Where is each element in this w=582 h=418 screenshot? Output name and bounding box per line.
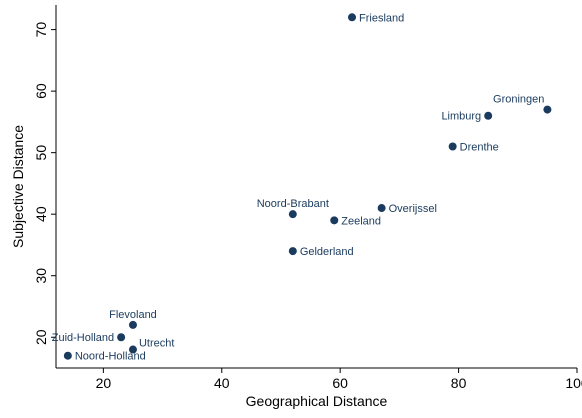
x-tick-label: 100 [565,375,582,391]
data-point-overijssel [377,204,386,213]
y-tick-label: 30 [33,268,49,284]
data-point-friesland [348,13,357,22]
data-point-noord-holland [63,351,72,360]
point-label-gelderland: Gelderland [300,246,354,258]
data-point-zeeland [330,216,339,225]
point-label-noord-brabant: Noord-Brabant [257,198,329,210]
data-point-gelderland [288,247,297,256]
point-label-overijssel: Overijssel [389,203,437,215]
data-point-limburg [484,111,493,120]
x-tick-label: 40 [214,375,230,391]
x-axis-title: Geographical Distance [246,393,388,409]
point-label-noord-holland: Noord-Holland [75,351,146,363]
data-point-utrecht [128,345,137,354]
x-tick-label: 60 [332,375,348,391]
marks: Friesland Groningen Limburg Drenthe Noord-Br… [52,12,552,363]
data-point-noord-brabant [288,210,297,219]
point-label-limburg: Limburg [441,111,481,123]
data-point-drenthe [448,142,457,151]
point-label-zeeland: Zeeland [341,215,381,227]
y-tick-label: 60 [33,83,49,99]
data-point-groningen [543,105,552,114]
x-tick-label: 20 [96,375,112,391]
point-label-groningen: Groningen [493,94,544,106]
y-tick-label: 70 [33,22,49,38]
y-tick-label: 40 [33,206,49,222]
data-point-zuid-holland [117,333,126,342]
x-tick-label: 80 [451,375,467,391]
y-axis-title: Subjective Distance [10,125,26,248]
point-label-flevoland: Flevoland [109,309,157,321]
point-label-utrecht: Utrecht [139,338,174,350]
y-tick-label: 20 [33,329,49,345]
axes: 20 40 60 80 100 20 30 40 50 60 70 [33,5,582,391]
point-label-zuid-holland: Zuid-Holland [52,332,114,344]
y-tick-label: 50 [33,145,49,161]
point-label-drenthe: Drenthe [460,142,499,154]
point-label-friesland: Friesland [359,12,404,24]
data-point-flevoland [128,320,137,329]
